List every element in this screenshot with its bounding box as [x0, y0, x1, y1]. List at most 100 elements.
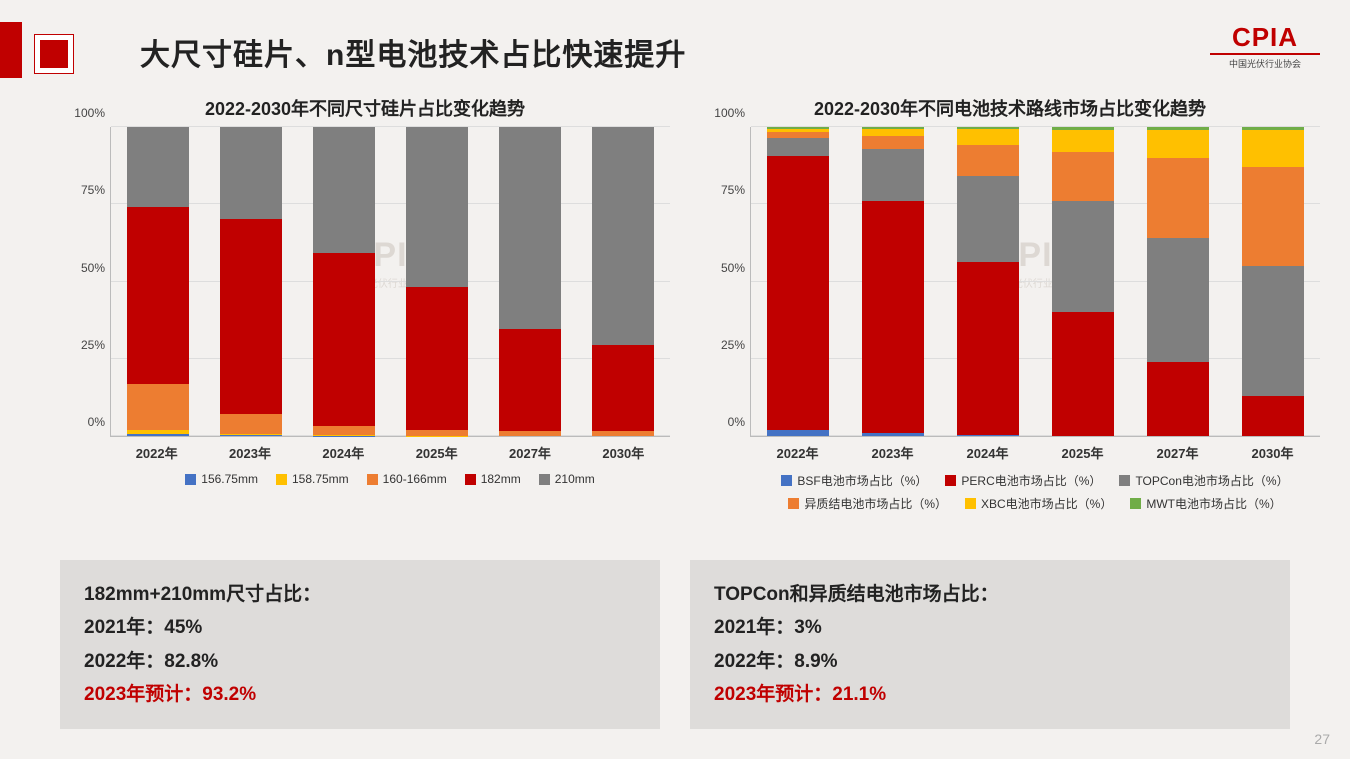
legend-item: 异质结电池市场占比（%）	[788, 495, 947, 512]
bar-segment	[127, 207, 189, 383]
legend-item: 158.75mm	[276, 472, 349, 486]
legend-swatch	[367, 474, 378, 485]
y-axis-label: 0%	[88, 415, 105, 429]
legend-swatch	[788, 498, 799, 509]
bar-segment	[862, 129, 924, 137]
x-axis-label: 2030年	[1252, 443, 1294, 462]
bar-segment	[406, 287, 468, 429]
legend-label: 160-166mm	[383, 472, 447, 486]
y-axis-label: 75%	[721, 183, 745, 197]
legend-swatch	[185, 474, 196, 485]
note-highlight: 2023年预计：93.2%	[84, 678, 636, 711]
bar-segment	[220, 219, 282, 414]
bar-column	[1052, 127, 1114, 436]
cpia-logo: CPIA 中国光伏行业协会	[1210, 22, 1320, 70]
bar-segment	[1242, 266, 1304, 396]
bar-column	[406, 127, 468, 436]
x-axis-label: 2025年	[416, 443, 458, 462]
bar-segment	[957, 435, 1019, 436]
chart-title: 2022-2030年不同尺寸硅片占比变化趋势	[60, 95, 670, 121]
cell-tech-chart-panel: 2022-2030年不同电池技术路线市场占比变化趋势 CPIA 中国光伏行业协会…	[700, 95, 1320, 512]
x-axis-label: 2027年	[1157, 443, 1199, 462]
legend-item: BSF电池市场占比（%）	[781, 472, 927, 489]
bar-segment	[220, 414, 282, 434]
x-axis-label: 2024年	[967, 443, 1009, 462]
bar-segment	[957, 262, 1019, 435]
bar-column	[957, 127, 1019, 436]
legend-swatch	[1119, 475, 1130, 486]
bar-column	[767, 127, 829, 436]
x-axis-label: 2027年	[509, 443, 551, 462]
bars-container	[111, 127, 670, 436]
bar-segment	[862, 149, 924, 202]
legend-swatch	[1130, 498, 1141, 509]
bar-segment	[220, 127, 282, 219]
legend-label: 156.75mm	[201, 472, 258, 486]
bar-segment	[767, 430, 829, 436]
legend-item: TOPCon电池市场占比（%）	[1119, 472, 1288, 489]
bar-column	[220, 127, 282, 436]
bar-column	[592, 127, 654, 436]
legend-swatch	[539, 474, 550, 485]
legend-swatch	[945, 475, 956, 486]
bar-segment	[1147, 130, 1209, 158]
accent-bar	[0, 22, 22, 78]
bar-column	[127, 127, 189, 436]
bar-segment	[1147, 238, 1209, 362]
note-highlight: 2023年预计：21.1%	[714, 678, 1266, 711]
bar-segment	[1242, 130, 1304, 167]
y-axis-label: 75%	[81, 183, 105, 197]
x-axis-label: 2022年	[136, 443, 178, 462]
bar-segment	[127, 384, 189, 430]
bar-segment	[499, 127, 561, 329]
bar-column	[1147, 127, 1209, 436]
bar-column	[1242, 127, 1304, 436]
bars-container	[751, 127, 1320, 436]
note-line: 2022年：82.8%	[84, 645, 636, 678]
bar-segment	[1052, 201, 1114, 312]
slide-icon	[34, 34, 74, 74]
bar-segment	[957, 176, 1019, 263]
bar-segment	[406, 127, 468, 287]
logo-subtext: 中国光伏行业协会	[1210, 53, 1320, 70]
bar-segment	[1147, 362, 1209, 436]
bar-segment	[592, 345, 654, 432]
wafer-size-chart: CPIA 中国光伏行业协会 0%25%50%75%100% 2022年2023年…	[60, 127, 670, 486]
y-axis-label: 100%	[74, 106, 105, 120]
legend-swatch	[276, 474, 287, 485]
legend-label: 210mm	[555, 472, 595, 486]
bar-segment	[499, 431, 561, 436]
bar-segment	[313, 253, 375, 426]
bar-segment	[127, 127, 189, 207]
cell-tech-chart: CPIA 中国光伏行业协会 0%25%50%75%100% 2022年2023年…	[700, 127, 1320, 512]
legend-label: MWT电池市场占比（%）	[1146, 495, 1281, 512]
bar-segment	[1147, 158, 1209, 238]
page-number: 27	[1314, 731, 1330, 747]
bar-segment	[1052, 130, 1114, 152]
bar-segment	[862, 433, 924, 436]
logo-text: CPIA	[1210, 22, 1320, 53]
bar-segment	[592, 431, 654, 436]
y-axis-label: 25%	[721, 338, 745, 352]
legend-item: XBC电池市场占比（%）	[965, 495, 1112, 512]
legend-item: 156.75mm	[185, 472, 258, 486]
bar-segment	[862, 136, 924, 148]
bar-segment	[1052, 312, 1114, 436]
legend-label: 182mm	[481, 472, 521, 486]
legend-item: 160-166mm	[367, 472, 447, 486]
legend-label: TOPCon电池市场占比（%）	[1135, 472, 1288, 489]
note-line: 2021年：3%	[714, 611, 1266, 644]
note-line: 2022年：8.9%	[714, 645, 1266, 678]
legend-item: MWT电池市场占比（%）	[1130, 495, 1281, 512]
bar-segment	[499, 329, 561, 431]
bar-segment	[313, 127, 375, 253]
y-axis-label: 50%	[81, 261, 105, 275]
note-cell-tech: TOPCon和异质结电池市场占比： 2021年：3% 2022年：8.9% 20…	[690, 560, 1290, 729]
bar-column	[499, 127, 561, 436]
legend-item: PERC电池市场占比（%）	[945, 472, 1101, 489]
bar-segment	[957, 145, 1019, 176]
bar-segment	[313, 426, 375, 435]
x-axis-label: 2022年	[777, 443, 819, 462]
bar-segment	[220, 435, 282, 436]
bar-segment	[862, 201, 924, 433]
